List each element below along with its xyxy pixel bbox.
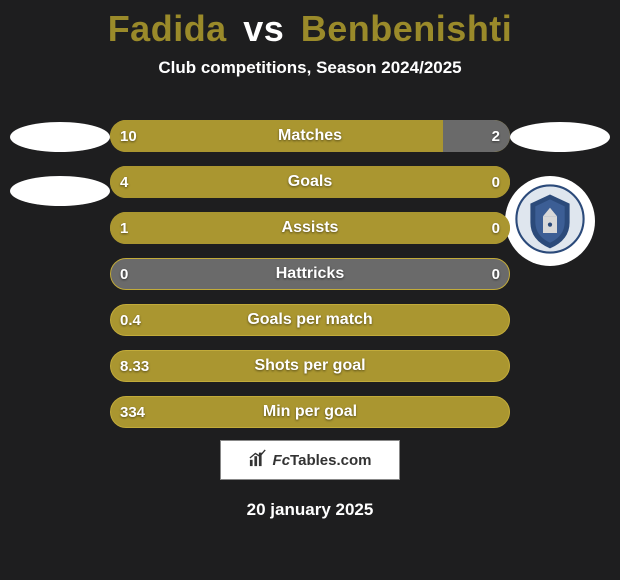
brand-suffix: Tables.com — [290, 452, 371, 469]
player2-name: Benbenishti — [301, 8, 513, 49]
chart-logo-icon — [249, 449, 267, 471]
stat-value-left: 1 — [120, 212, 128, 244]
brand-box[interactable]: FcTables.com — [220, 440, 400, 480]
stat-label: Hattricks — [110, 258, 510, 290]
stat-value-right: 0 — [492, 212, 500, 244]
stat-label: Goals — [110, 166, 510, 198]
stat-value-left: 334 — [120, 396, 145, 428]
vs-label: vs — [243, 8, 284, 49]
stat-label: Goals per match — [110, 304, 510, 336]
player1-name: Fadida — [108, 8, 227, 49]
stat-row-goals: Goals4 0 — [110, 166, 510, 198]
player2-badge-placeholder — [510, 122, 610, 152]
stat-row-matches: Matches10 2 — [110, 120, 510, 152]
stat-row-min-per-goal: Min per goal334 — [110, 396, 510, 428]
stat-label: Assists — [110, 212, 510, 244]
stat-value-left: 0.4 — [120, 304, 141, 336]
stat-value-right: 0 — [492, 166, 500, 198]
club-crest — [505, 176, 595, 266]
stat-row-goals-per-match: Goals per match0.4 — [110, 304, 510, 336]
brand-prefix: Fc — [273, 452, 291, 469]
stat-row-hattricks: Hattricks0 0 — [110, 258, 510, 290]
brand-text: FcTables.com — [273, 452, 372, 469]
comparison-title: Fadida vs Benbenishti — [0, 0, 620, 50]
stat-value-left: 0 — [120, 258, 128, 290]
stat-label: Matches — [110, 120, 510, 152]
stat-value-left: 10 — [120, 120, 137, 152]
subtitle: Club competitions, Season 2024/2025 — [0, 58, 620, 78]
stat-row-assists: Assists1 0 — [110, 212, 510, 244]
stat-value-right: 0 — [492, 258, 500, 290]
stat-label: Min per goal — [110, 396, 510, 428]
shield-icon — [515, 184, 585, 259]
player1-badge-placeholder-2 — [10, 176, 110, 206]
date-label: 20 january 2025 — [0, 500, 620, 520]
player1-badge-placeholder-1 — [10, 122, 110, 152]
stat-value-left: 4 — [120, 166, 128, 198]
stat-value-left: 8.33 — [120, 350, 149, 382]
stat-bars: Matches102Goals40Assists10Hattricks00Goa… — [110, 120, 510, 442]
stat-label: Shots per goal — [110, 350, 510, 382]
stat-row-shots-per-goal: Shots per goal8.33 — [110, 350, 510, 382]
stat-value-right: 2 — [492, 120, 500, 152]
